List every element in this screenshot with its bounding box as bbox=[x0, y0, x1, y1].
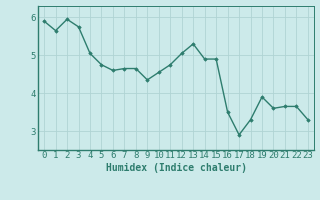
X-axis label: Humidex (Indice chaleur): Humidex (Indice chaleur) bbox=[106, 163, 246, 173]
